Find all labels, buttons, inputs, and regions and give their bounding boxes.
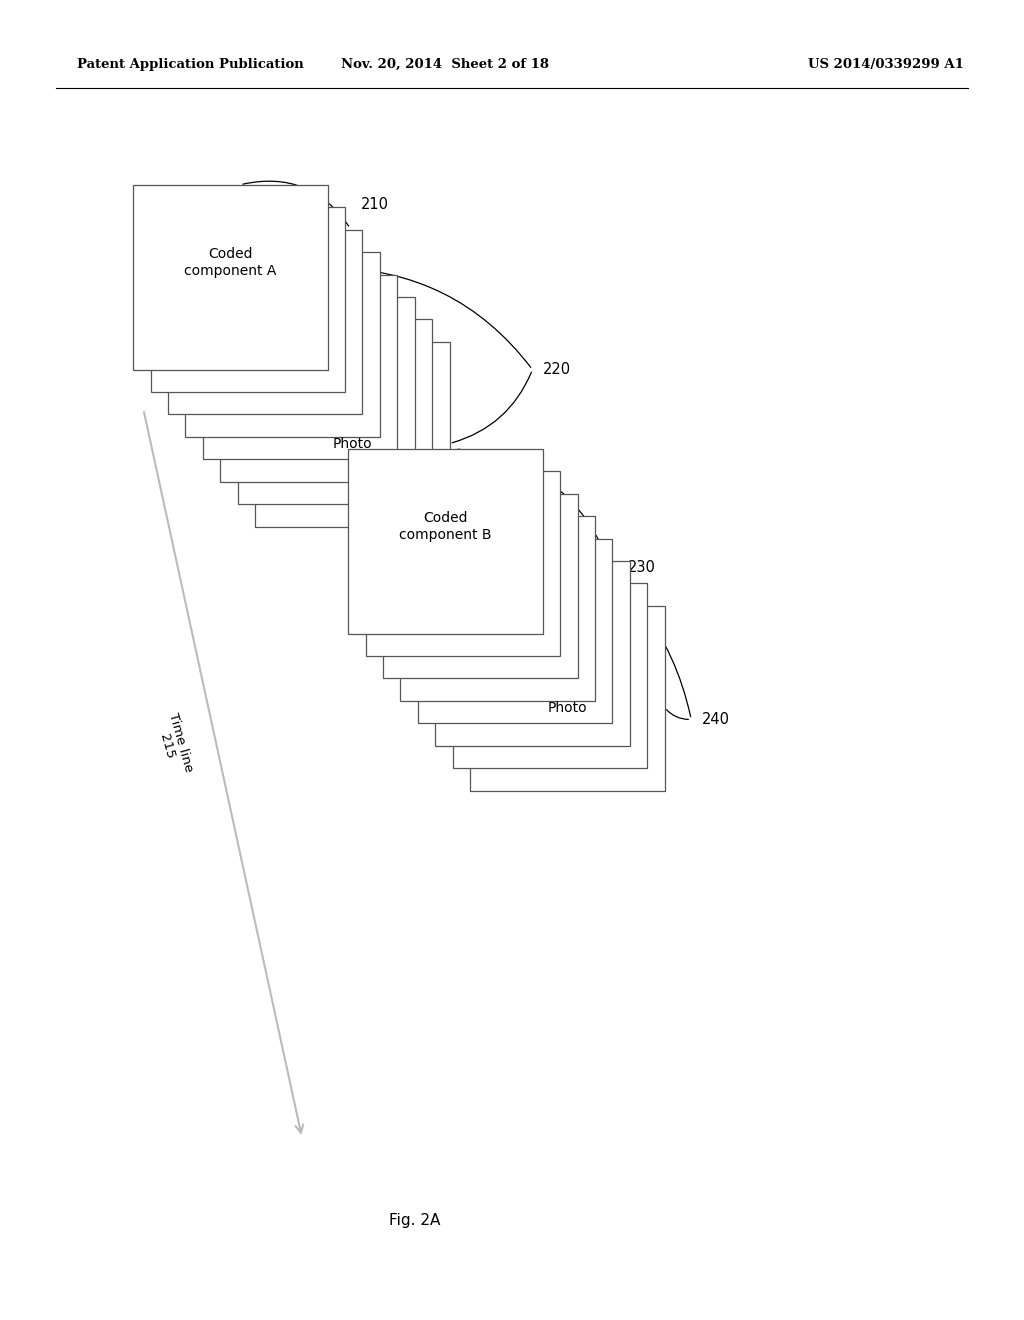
Text: Coded
component B: Coded component B (399, 511, 492, 541)
Text: 240: 240 (701, 711, 729, 727)
Bar (418, 539, 612, 723)
Bar (168, 230, 362, 414)
Text: Time line
215: Time line 215 (152, 711, 196, 777)
Text: Coded
component A: Coded component A (184, 247, 276, 277)
Bar (255, 342, 450, 527)
Text: Patent Application Publication: Patent Application Publication (77, 58, 303, 71)
Text: 210: 210 (360, 197, 388, 213)
Bar (470, 606, 665, 791)
Text: US 2014/0339299 A1: US 2014/0339299 A1 (808, 58, 964, 71)
Bar (435, 561, 630, 746)
Text: Photo: Photo (333, 437, 372, 450)
Text: 230: 230 (628, 560, 655, 576)
Text: Photo: Photo (548, 701, 587, 714)
Bar (366, 471, 560, 656)
Bar (151, 207, 345, 392)
Bar (453, 583, 647, 768)
Bar (185, 252, 380, 437)
Bar (220, 297, 415, 482)
Bar (383, 494, 578, 678)
Bar (400, 516, 595, 701)
Text: 220: 220 (543, 362, 570, 378)
Text: Nov. 20, 2014  Sheet 2 of 18: Nov. 20, 2014 Sheet 2 of 18 (341, 58, 550, 71)
Bar (348, 449, 543, 634)
Bar (133, 185, 328, 370)
Text: Fig. 2A: Fig. 2A (389, 1213, 440, 1229)
Bar (238, 319, 432, 504)
Bar (203, 275, 397, 459)
